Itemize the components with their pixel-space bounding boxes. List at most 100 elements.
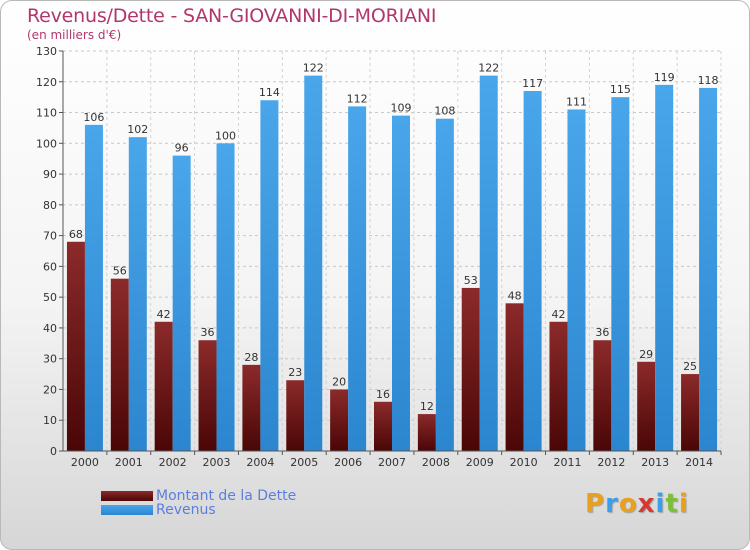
y-tick-label: 110 — [36, 107, 57, 120]
logo-letter: i — [678, 489, 689, 519]
data-label-revenus: 109 — [391, 102, 412, 115]
bar-revenus — [216, 143, 235, 452]
bar-dette — [681, 374, 700, 451]
bar-revenus — [655, 84, 674, 451]
bar-revenus — [84, 124, 103, 451]
y-tick-label: 100 — [36, 137, 57, 150]
data-label-dette: 16 — [376, 388, 390, 401]
legend-label-revenus: Revenus — [156, 502, 216, 518]
x-tick-label: 2001 — [115, 456, 143, 469]
legend-item-revenus: Revenus — [101, 502, 216, 518]
data-label-revenus: 118 — [698, 74, 719, 87]
chart-title: Revenus/Dette - SAN-GIOVANNI-DI-MORIANI — [27, 5, 437, 27]
bar-dette — [593, 340, 612, 451]
y-tick-label: 70 — [43, 230, 57, 243]
x-tick-label: 2000 — [71, 456, 99, 469]
data-label-dette: 36 — [201, 326, 215, 339]
bar-dette — [110, 278, 129, 451]
y-tick-label: 60 — [43, 260, 57, 273]
x-tick-label: 2013 — [641, 456, 669, 469]
legend-swatch-revenus — [101, 505, 153, 515]
data-labels: 68 106 56 102 42 96 36 100 28 114 23 122 20 112 16 109 1… — [69, 62, 719, 413]
y-tick-label: 90 — [43, 168, 57, 181]
x-tick-label: 2002 — [159, 456, 187, 469]
y-tick-label: 0 — [50, 445, 57, 458]
data-label-revenus: 111 — [566, 95, 587, 108]
data-label-revenus: 122 — [478, 62, 499, 75]
y-tick-label: 10 — [43, 414, 57, 427]
bar-revenus — [699, 87, 718, 451]
logo-letter: x — [637, 489, 656, 519]
data-label-revenus: 96 — [175, 142, 189, 155]
bar-revenus — [392, 115, 410, 451]
y-tick-label: 80 — [43, 199, 57, 212]
y-tick-label: 30 — [43, 353, 57, 366]
data-label-dette: 56 — [113, 265, 127, 278]
data-label-dette: 36 — [595, 326, 609, 339]
chart-subtitle: (en milliers d'€) — [27, 28, 122, 42]
bar-dette — [154, 321, 173, 451]
bar-revenus — [172, 155, 191, 451]
data-label-revenus: 122 — [303, 62, 324, 75]
data-label-revenus: 102 — [127, 123, 148, 136]
bars — [66, 75, 718, 452]
logo-letter: r — [605, 489, 619, 519]
x-tick-label: 2006 — [334, 456, 362, 469]
data-label-dette: 20 — [332, 375, 346, 388]
bar-revenus — [479, 75, 498, 451]
bar-dette — [330, 389, 349, 451]
data-label-dette: 12 — [420, 400, 434, 413]
y-tick-label: 50 — [43, 291, 57, 304]
x-tick-label: 2008 — [422, 456, 450, 469]
data-label-dette: 68 — [69, 228, 83, 241]
bar-revenus — [128, 137, 147, 451]
x-tick-label: 2004 — [246, 456, 274, 469]
data-label-dette: 48 — [508, 289, 522, 302]
data-label-revenus: 112 — [347, 92, 368, 105]
data-label-revenus: 115 — [610, 83, 631, 96]
x-tick-label: 2009 — [466, 456, 494, 469]
legend-item-dette: Montant de la Dette — [101, 488, 297, 504]
data-label-revenus: 114 — [259, 86, 280, 99]
logo-letter: i — [655, 489, 666, 519]
legend-swatch-dette — [101, 491, 153, 501]
data-label-revenus: 100 — [215, 129, 236, 142]
bar-revenus — [523, 91, 542, 451]
bar-revenus — [435, 118, 454, 451]
data-label-dette: 29 — [639, 348, 653, 361]
data-label-dette: 28 — [244, 351, 258, 364]
data-label-dette: 25 — [683, 360, 697, 373]
bar-revenus — [348, 106, 367, 451]
bar-revenus — [611, 97, 630, 452]
data-label-dette: 42 — [551, 308, 565, 321]
data-label-revenus: 108 — [434, 105, 455, 118]
bar-dette — [374, 401, 392, 451]
x-tick-label: 2014 — [685, 456, 713, 469]
logo-letter: o — [618, 489, 638, 519]
data-label-revenus: 106 — [83, 111, 104, 124]
data-label-revenus: 117 — [522, 77, 543, 90]
x-tick-label: 2007 — [378, 456, 406, 469]
logo-letter: P — [585, 489, 606, 519]
x-tick-label: 2005 — [290, 456, 318, 469]
axes: 0 10 20 30 40 50 60 70 80 90 100 110 120 130 2000 2001 2… — [36, 45, 722, 469]
x-tick-label: 2012 — [597, 456, 625, 469]
y-tick-label: 40 — [43, 322, 57, 335]
y-tick-label: 130 — [36, 45, 57, 58]
bar-dette — [637, 361, 656, 451]
bar-revenus — [304, 75, 323, 451]
x-tick-label: 2011 — [553, 456, 581, 469]
bar-dette — [198, 340, 217, 451]
bar-revenus — [567, 109, 586, 451]
data-label-dette: 53 — [464, 274, 478, 287]
legend-label-dette: Montant de la Dette — [156, 488, 297, 504]
bar-dette — [549, 321, 568, 451]
bar-dette — [417, 414, 436, 451]
data-label-dette: 23 — [288, 366, 302, 379]
x-tick-label: 2010 — [510, 456, 538, 469]
logo-letter: t — [665, 489, 679, 519]
x-tick-label: 2003 — [203, 456, 231, 469]
data-label-dette: 42 — [157, 308, 171, 321]
